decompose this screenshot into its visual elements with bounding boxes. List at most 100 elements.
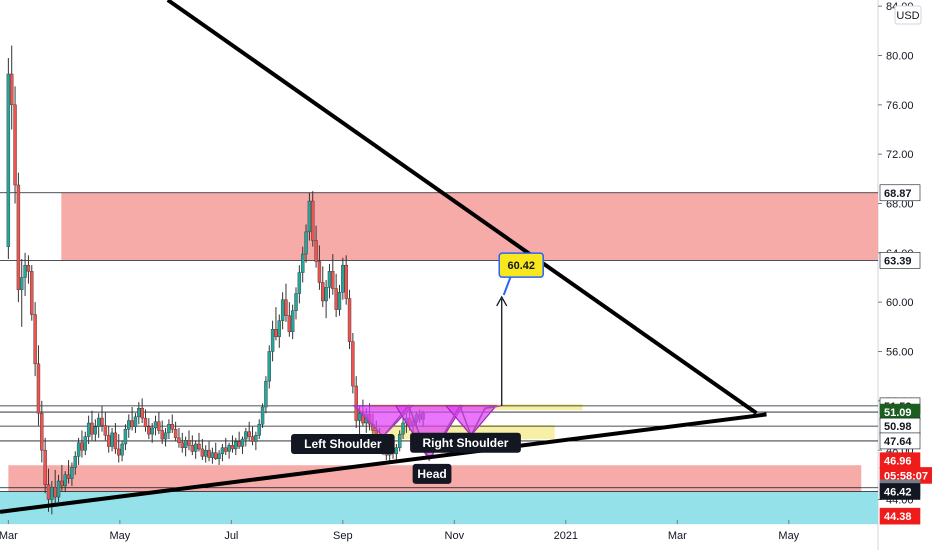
candle-body[interactable] [397, 433, 402, 448]
candle-body[interactable] [284, 299, 288, 316]
candle-body[interactable] [157, 421, 161, 431]
candle-body[interactable] [294, 293, 298, 311]
candle-body[interactable] [143, 417, 148, 427]
candle-body[interactable] [16, 184, 21, 291]
candle-body[interactable] [147, 426, 151, 435]
candle-body[interactable] [33, 314, 37, 365]
candle-body[interactable] [334, 288, 338, 310]
candle-body[interactable] [6, 73, 11, 247]
candle-body[interactable] [170, 424, 174, 430]
candle-body[interactable] [100, 417, 104, 426]
candle-body[interactable] [287, 315, 292, 332]
price-label-box[interactable] [879, 483, 921, 500]
annotation-box[interactable] [410, 432, 521, 453]
candle-body[interactable] [23, 264, 27, 278]
candle-body[interactable] [277, 320, 281, 337]
candle-body[interactable] [76, 442, 81, 457]
candle-body[interactable] [197, 443, 201, 450]
candle-body[interactable] [183, 440, 188, 448]
candle-body[interactable] [290, 310, 295, 332]
candle-body[interactable] [167, 424, 171, 434]
candle-body[interactable] [36, 363, 41, 414]
candle-body[interactable] [214, 452, 218, 459]
price-label-box[interactable] [879, 184, 921, 202]
candle-body[interactable] [26, 264, 31, 272]
candle-body[interactable] [83, 436, 87, 451]
candle-body[interactable] [10, 73, 14, 106]
price-label-box[interactable] [879, 432, 921, 450]
candle-body[interactable] [153, 421, 158, 429]
candle-body[interactable] [237, 441, 241, 447]
candle-body[interactable] [230, 445, 235, 450]
candle-body[interactable] [177, 437, 181, 443]
candle-body[interactable] [103, 425, 108, 436]
candle-body[interactable] [110, 432, 114, 447]
candle-body[interactable] [187, 440, 191, 446]
candle-body[interactable] [254, 435, 258, 442]
candle-body[interactable] [337, 292, 342, 310]
candle-body[interactable] [93, 426, 98, 435]
candle-body[interactable] [341, 264, 345, 293]
candle-body[interactable] [394, 447, 399, 455]
candle-body[interactable] [56, 480, 61, 498]
candle-body[interactable] [73, 456, 77, 468]
price-label-box[interactable] [879, 252, 921, 269]
annotation-box[interactable] [412, 463, 452, 484]
candle-body[interactable] [117, 448, 121, 456]
candle-body[interactable] [244, 431, 248, 440]
price-label-box[interactable] [879, 507, 921, 525]
candle-body[interactable] [210, 452, 215, 458]
candle-body[interactable] [127, 420, 131, 430]
candle-body[interactable] [331, 271, 335, 289]
candle-body[interactable] [317, 261, 322, 283]
candle-body[interactable] [327, 271, 332, 288]
candle-body[interactable] [240, 438, 245, 447]
candle-body[interactable] [20, 277, 24, 291]
candle-body[interactable] [107, 435, 111, 447]
projection-arrow-head[interactable] [496, 295, 508, 307]
candle-body[interactable] [70, 467, 74, 479]
candle-body[interactable] [224, 447, 228, 452]
candle-body[interactable] [13, 104, 17, 186]
candle-body[interactable] [163, 432, 168, 440]
candle-body[interactable] [113, 432, 118, 450]
candle-body[interactable] [227, 445, 231, 452]
candle-body[interactable] [53, 486, 57, 498]
candle-body[interactable] [180, 442, 184, 448]
ascending-trendline[interactable] [0, 412, 767, 514]
currency-badge[interactable] [894, 5, 922, 25]
candle-body[interactable] [267, 351, 271, 382]
candle-body[interactable] [43, 449, 47, 485]
candle-body[interactable] [344, 264, 348, 299]
candle-body[interactable] [234, 441, 238, 450]
right-shoulder-triangle[interactable] [444, 405, 498, 437]
candle-body[interactable] [30, 271, 34, 315]
candle-body[interactable] [260, 406, 265, 425]
candle-body[interactable] [250, 436, 255, 442]
candle-body[interactable] [86, 422, 91, 437]
candle-body[interactable] [247, 431, 251, 437]
candle-body[interactable] [270, 329, 275, 352]
candle-body[interactable] [96, 417, 101, 427]
candle-body[interactable] [307, 200, 312, 233]
candle-body[interactable] [40, 412, 44, 451]
candle-body[interactable] [130, 420, 134, 427]
candle-body[interactable] [324, 287, 328, 302]
target-label-box[interactable] [498, 252, 544, 278]
candle-body[interactable] [357, 412, 362, 421]
candle-body[interactable] [314, 240, 318, 262]
candle-body[interactable] [347, 298, 352, 342]
candle-body[interactable] [90, 422, 94, 435]
candle-body[interactable] [257, 424, 261, 436]
candle-body[interactable] [264, 380, 268, 408]
candle-body[interactable] [60, 480, 64, 487]
annotation-box[interactable] [291, 434, 395, 454]
candle-body[interactable] [140, 408, 144, 419]
candle-body[interactable] [321, 282, 325, 302]
candle-body[interactable] [137, 408, 141, 418]
candle-body[interactable] [297, 272, 302, 294]
candle-body[interactable] [123, 429, 128, 445]
candle-body[interactable] [63, 474, 67, 487]
candle-body[interactable] [204, 449, 208, 457]
